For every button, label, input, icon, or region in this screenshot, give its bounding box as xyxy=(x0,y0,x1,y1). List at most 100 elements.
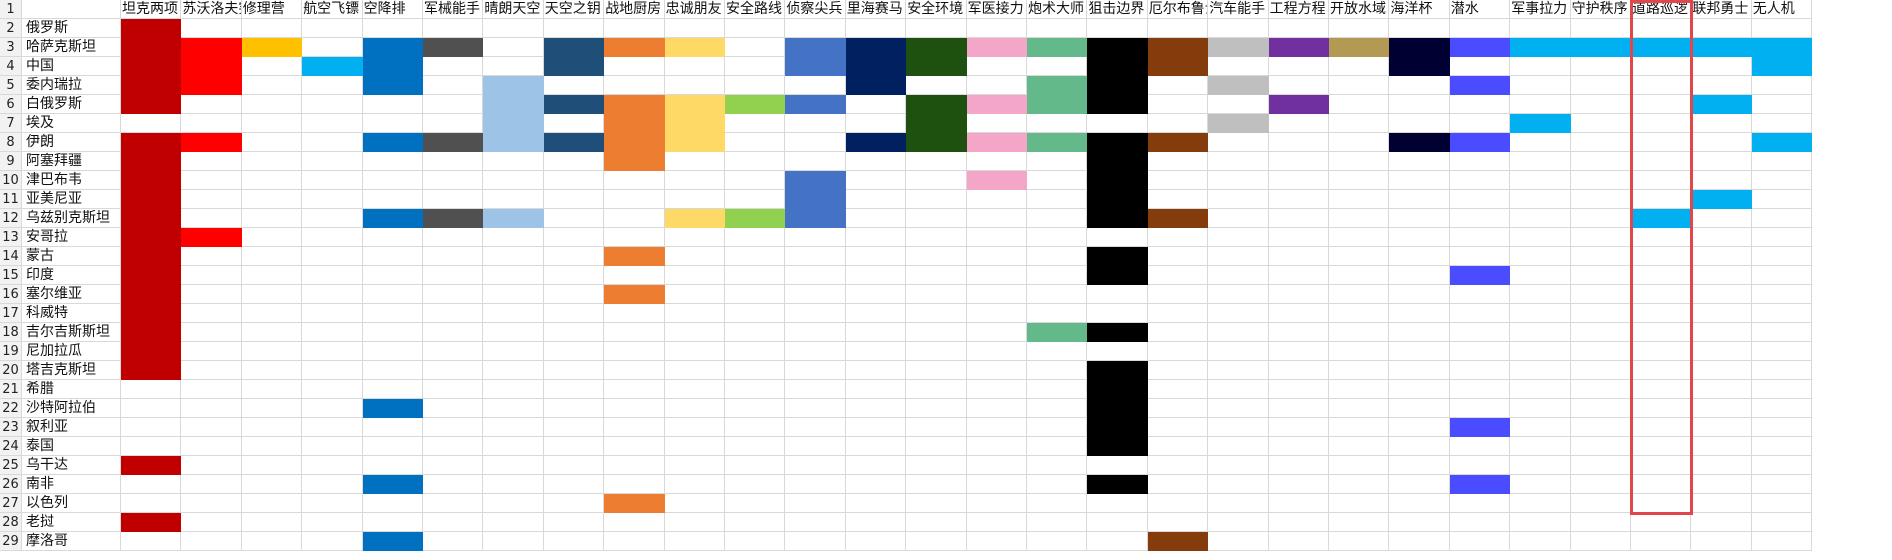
grid-cell[interactable] xyxy=(302,114,363,133)
grid-cell[interactable] xyxy=(1087,19,1148,38)
grid-cell[interactable] xyxy=(1268,475,1329,494)
column-header-cell[interactable]: 坦克两项 xyxy=(121,0,182,19)
grid-cell[interactable] xyxy=(1329,95,1390,114)
grid-cell[interactable] xyxy=(302,456,363,475)
grid-cell[interactable] xyxy=(785,437,846,456)
grid-cell[interactable] xyxy=(604,513,665,532)
grid-cell[interactable] xyxy=(423,399,484,418)
grid-cell[interactable] xyxy=(1389,57,1450,76)
row-header[interactable]: 6 xyxy=(0,95,22,114)
grid-cell[interactable] xyxy=(1147,285,1209,304)
grid-cell[interactable] xyxy=(664,38,725,57)
grid-cell[interactable] xyxy=(423,266,484,285)
grid-cell[interactable] xyxy=(1027,38,1088,57)
grid-cell[interactable] xyxy=(483,19,544,38)
grid-cell[interactable] xyxy=(664,114,725,133)
grid-cell[interactable] xyxy=(1268,513,1329,532)
grid-cell[interactable] xyxy=(483,266,544,285)
grid-cell[interactable] xyxy=(1027,209,1088,228)
grid-cell[interactable] xyxy=(1751,38,1813,57)
grid-cell[interactable] xyxy=(1449,171,1511,190)
grid-cell[interactable] xyxy=(1087,437,1148,456)
grid-cell[interactable] xyxy=(1570,513,1631,532)
grid-cell[interactable] xyxy=(966,323,1027,342)
grid-cell[interactable] xyxy=(1147,38,1209,57)
grid-cell[interactable] xyxy=(423,171,484,190)
grid-cell[interactable] xyxy=(845,133,907,152)
grid-cell[interactable] xyxy=(845,38,907,57)
grid-cell[interactable] xyxy=(785,171,846,190)
grid-cell[interactable] xyxy=(725,247,786,266)
grid-cell[interactable] xyxy=(966,209,1027,228)
grid-cell[interactable] xyxy=(543,266,605,285)
grid-cell[interactable] xyxy=(1208,437,1269,456)
grid-cell[interactable] xyxy=(664,418,725,437)
grid-cell[interactable] xyxy=(1087,95,1148,114)
grid-cell[interactable] xyxy=(1691,361,1752,380)
grid-cell[interactable] xyxy=(1631,475,1692,494)
grid-cell[interactable] xyxy=(604,152,665,171)
grid-cell[interactable] xyxy=(1449,285,1511,304)
grid-cell[interactable] xyxy=(121,285,182,304)
column-header-cell[interactable]: 潜水 xyxy=(1449,0,1511,19)
grid-cell[interactable] xyxy=(1027,475,1088,494)
column-header-cell[interactable]: 忠诚朋友 xyxy=(664,0,725,19)
grid-cell[interactable] xyxy=(845,247,907,266)
grid-cell[interactable] xyxy=(1631,190,1692,209)
grid-cell[interactable] xyxy=(1147,57,1209,76)
grid-cell[interactable] xyxy=(906,95,967,114)
grid-cell[interactable] xyxy=(906,456,967,475)
grid-cell[interactable] xyxy=(845,228,907,247)
grid-cell[interactable] xyxy=(181,456,242,475)
grid-cell[interactable] xyxy=(543,133,605,152)
grid-cell[interactable] xyxy=(1147,133,1209,152)
grid-cell[interactable] xyxy=(483,456,544,475)
column-header-cell[interactable]: 联邦勇士 xyxy=(1691,0,1752,19)
grid-cell[interactable] xyxy=(725,76,786,95)
grid-cell[interactable] xyxy=(664,57,725,76)
grid-cell[interactable] xyxy=(1208,57,1269,76)
grid-cell[interactable] xyxy=(302,418,363,437)
grid-cell[interactable] xyxy=(664,456,725,475)
grid-cell[interactable] xyxy=(1449,190,1511,209)
grid-cell[interactable] xyxy=(966,114,1027,133)
grid-cell[interactable] xyxy=(604,266,665,285)
grid-cell[interactable] xyxy=(423,76,484,95)
grid-cell[interactable] xyxy=(1208,76,1269,95)
grid-cell[interactable] xyxy=(543,95,605,114)
grid-cell[interactable] xyxy=(785,323,846,342)
grid-cell[interactable] xyxy=(1268,209,1329,228)
grid-cell[interactable] xyxy=(1691,133,1752,152)
grid-cell[interactable] xyxy=(1389,38,1450,57)
grid-cell[interactable] xyxy=(1751,95,1813,114)
grid-cell[interactable] xyxy=(121,456,182,475)
grid-cell[interactable] xyxy=(604,95,665,114)
grid-cell[interactable] xyxy=(121,209,182,228)
grid-cell[interactable] xyxy=(362,228,423,247)
grid-cell[interactable] xyxy=(604,209,665,228)
grid-cell[interactable] xyxy=(845,494,907,513)
row-header[interactable]: 27 xyxy=(0,494,22,513)
grid-cell[interactable] xyxy=(1147,76,1209,95)
grid-cell[interactable] xyxy=(181,399,242,418)
grid-cell[interactable] xyxy=(1691,152,1752,171)
grid-cell[interactable] xyxy=(906,57,967,76)
grid-cell[interactable] xyxy=(1027,456,1088,475)
grid-cell[interactable] xyxy=(1268,228,1329,247)
grid-cell[interactable] xyxy=(1208,228,1269,247)
country-name-cell[interactable]: 埃及 xyxy=(22,114,121,133)
grid-cell[interactable] xyxy=(543,114,605,133)
grid-cell[interactable] xyxy=(725,342,786,361)
grid-cell[interactable] xyxy=(785,304,846,323)
grid-cell[interactable] xyxy=(1449,456,1511,475)
grid-cell[interactable] xyxy=(483,513,544,532)
grid-cell[interactable] xyxy=(1449,152,1511,171)
grid-cell[interactable] xyxy=(1631,342,1692,361)
grid-cell[interactable] xyxy=(302,475,363,494)
grid-cell[interactable] xyxy=(1510,133,1571,152)
grid-cell[interactable] xyxy=(1087,133,1148,152)
grid-cell[interactable] xyxy=(664,399,725,418)
grid-cell[interactable] xyxy=(302,342,363,361)
grid-cell[interactable] xyxy=(1510,437,1571,456)
grid-cell[interactable] xyxy=(1027,342,1088,361)
